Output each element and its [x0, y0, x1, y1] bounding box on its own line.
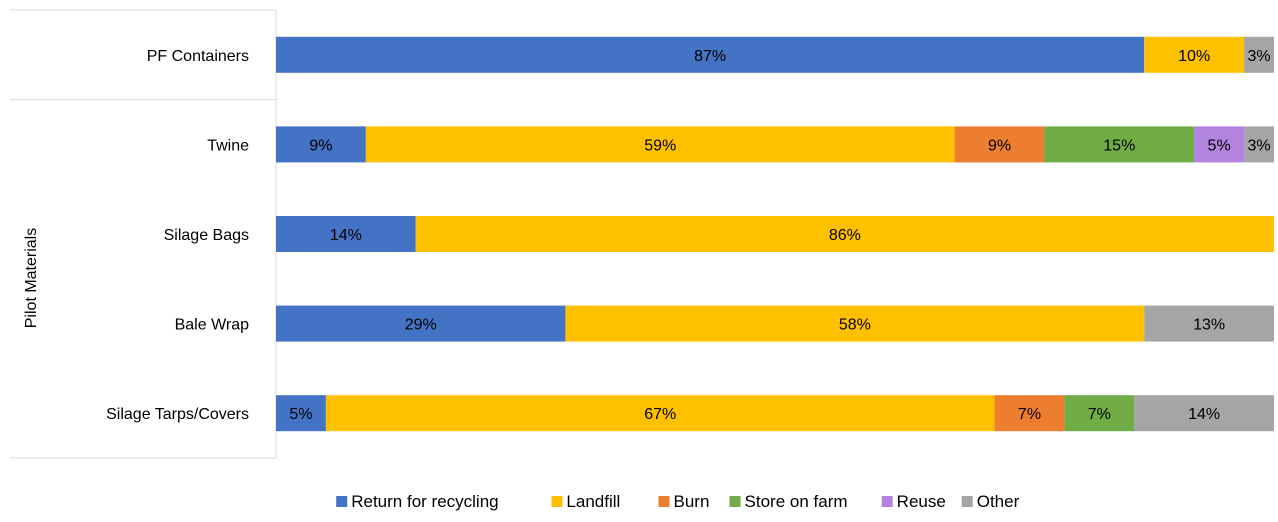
data-label: 9%	[309, 137, 332, 154]
data-label: 7%	[1018, 406, 1041, 423]
data-label: 87%	[694, 48, 726, 65]
bar-segment	[565, 305, 1145, 342]
bar-segment	[415, 216, 1275, 252]
legend-swatch	[336, 496, 348, 507]
category-label: Silage Bags	[164, 227, 249, 244]
bar-segment	[1244, 36, 1274, 73]
bar-segment	[276, 36, 1145, 73]
category-label: Silage Tarps/Covers	[106, 406, 249, 423]
bar-segment	[1244, 126, 1274, 163]
bar-segment	[1134, 395, 1274, 432]
category-label: Twine	[207, 137, 249, 154]
data-label: 14%	[330, 227, 362, 244]
bar-segment	[954, 126, 1045, 163]
legend-swatch	[729, 496, 741, 507]
data-label: 9%	[988, 137, 1011, 154]
data-label: 86%	[829, 227, 861, 244]
bar-segment	[276, 126, 366, 163]
bar-segment	[1194, 126, 1245, 163]
bar-segment	[276, 305, 566, 342]
data-label: 59%	[644, 137, 676, 154]
y-axis-title: Pilot Materials	[23, 228, 40, 328]
data-label: 7%	[1088, 406, 1111, 423]
legend-label: Return for recycling	[351, 492, 498, 511]
data-label: 5%	[1208, 137, 1231, 154]
bar-segment	[1044, 126, 1195, 163]
data-label: 10%	[1178, 48, 1210, 65]
bar-segment	[276, 216, 416, 252]
bar-segment	[365, 126, 955, 163]
bar-segment	[276, 395, 326, 432]
data-label: 14%	[1188, 406, 1220, 423]
data-label: 13%	[1193, 317, 1225, 334]
data-label: 15%	[1103, 137, 1135, 154]
category-label: Bale Wrap	[175, 317, 250, 334]
legend-label: Burn	[674, 492, 710, 511]
bar-segment	[1064, 395, 1135, 432]
legend-label: Landfill	[566, 492, 620, 511]
legend-swatch	[658, 496, 670, 507]
data-label: 3%	[1247, 48, 1270, 65]
bar-segment	[1144, 305, 1274, 342]
data-label: 5%	[289, 406, 312, 423]
legend-swatch	[961, 496, 973, 507]
legend-swatch	[551, 496, 563, 507]
data-label: 67%	[644, 406, 676, 423]
data-label: 3%	[1247, 137, 1270, 154]
legend-swatch	[881, 496, 893, 507]
legend-label: Reuse	[897, 492, 946, 511]
bar-segment	[1144, 36, 1245, 73]
data-label: 29%	[405, 317, 437, 334]
bar-segment	[325, 395, 995, 432]
legend-label: Store on farm	[745, 492, 848, 511]
bar-segment	[994, 395, 1065, 432]
data-label: 58%	[839, 317, 871, 334]
category-label: PF Containers	[147, 48, 249, 65]
legend-label: Other	[977, 492, 1020, 511]
